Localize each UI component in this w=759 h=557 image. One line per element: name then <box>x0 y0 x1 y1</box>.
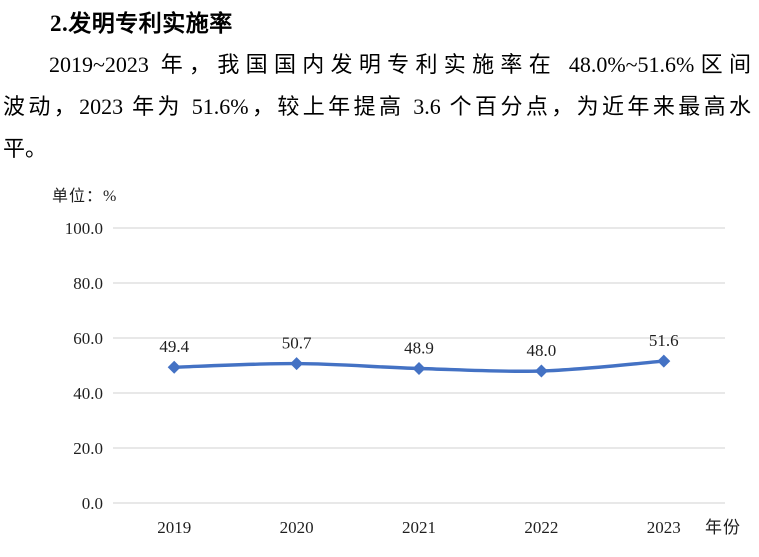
y-tick-label: 100.0 <box>65 219 103 238</box>
data-point-label: 48.0 <box>527 341 557 360</box>
paragraph-line: 2019~2023 年，我国国内发明专利实施率在 48.0%~51.6%区间 <box>49 52 751 77</box>
x-tick-label: 2023 <box>647 518 681 537</box>
x-tick-label: 2021 <box>402 518 436 537</box>
x-axis-title: 年份 <box>705 518 741 537</box>
y-tick-label: 0.0 <box>82 494 103 513</box>
data-point-marker <box>167 360 181 374</box>
data-point-label: 49.4 <box>159 337 189 356</box>
chart-unit-label: 单位：% <box>52 188 118 205</box>
section-heading: 2.发明专利实施率 <box>50 11 233 36</box>
chart-canvas: 100.0 80.0 60.0 40.0 20.0 0.0 49.4 2019 50.7 2020… <box>65 219 741 537</box>
paragraph-line: 平。 <box>3 136 48 161</box>
body-paragraph: 2019~2023 年，我国国内发明专利实施率在 48.0%~51.6%区间 波… <box>3 44 751 170</box>
data-point-marker <box>290 357 304 371</box>
x-tick-label: 2020 <box>280 518 314 537</box>
y-tick-label: 80.0 <box>73 274 103 293</box>
x-tick-label: 2019 <box>157 518 191 537</box>
x-tick-label: 2022 <box>524 518 558 537</box>
y-tick-label: 40.0 <box>73 384 103 403</box>
data-point-label: 48.9 <box>404 339 434 358</box>
data-point-marker <box>657 354 671 368</box>
y-tick-label: 20.0 <box>73 439 103 458</box>
data-point-label: 50.7 <box>282 334 312 353</box>
y-tick-label: 60.0 <box>73 329 103 348</box>
data-point-marker <box>534 364 548 378</box>
line-chart: 单位：% 100.0 80.0 60.0 40.0 20.0 0.0 49.4 2019 50.… <box>0 180 759 557</box>
data-point-label: 51.6 <box>649 331 679 350</box>
paragraph-line: 波动，2023 年为 51.6%，较上年提高 3.6 个百分点，为近年来最高水 <box>3 94 751 119</box>
data-point-marker <box>412 362 426 375</box>
